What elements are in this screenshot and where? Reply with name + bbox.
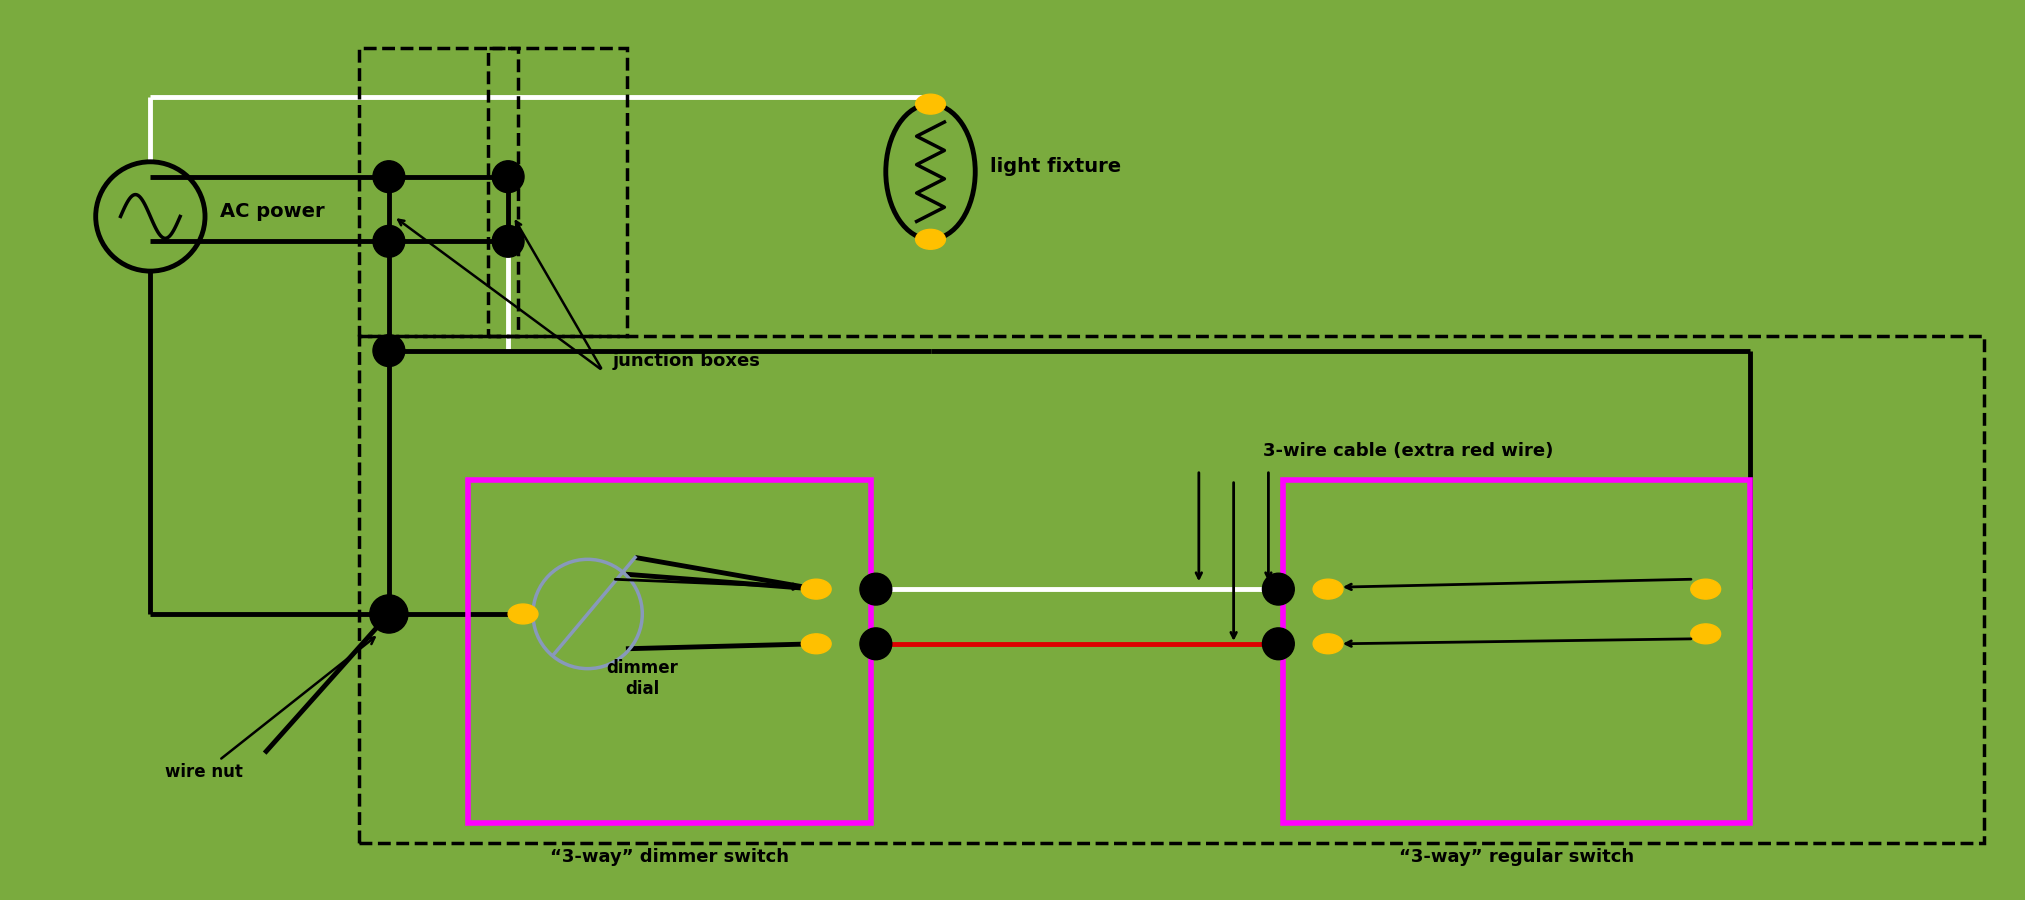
Text: junction boxes: junction boxes	[612, 353, 759, 371]
Bar	[358, 336, 1984, 842]
Ellipse shape	[1691, 580, 1721, 599]
Ellipse shape	[915, 94, 946, 114]
Text: dimmer
dial: dimmer dial	[605, 659, 678, 698]
Bar	[488, 48, 628, 336]
Circle shape	[861, 628, 891, 660]
Ellipse shape	[1312, 580, 1343, 599]
Bar	[468, 480, 871, 823]
Bar	[358, 48, 518, 336]
Ellipse shape	[915, 230, 946, 249]
Text: “3-way” dimmer switch: “3-way” dimmer switch	[551, 848, 790, 866]
Ellipse shape	[1691, 624, 1721, 644]
Circle shape	[492, 161, 524, 193]
Circle shape	[373, 335, 405, 366]
Circle shape	[373, 225, 405, 257]
Circle shape	[373, 161, 405, 193]
Ellipse shape	[802, 580, 830, 599]
Text: “3-way” regular switch: “3-way” regular switch	[1399, 848, 1634, 866]
Text: 3-wire cable (extra red wire): 3-wire cable (extra red wire)	[1264, 442, 1553, 460]
Circle shape	[371, 595, 407, 633]
Ellipse shape	[508, 604, 539, 624]
Circle shape	[1262, 573, 1294, 605]
Text: AC power: AC power	[221, 202, 324, 221]
Circle shape	[492, 225, 524, 257]
Text: light fixture: light fixture	[990, 158, 1122, 176]
Ellipse shape	[1312, 634, 1343, 653]
Circle shape	[861, 573, 891, 605]
Text: wire nut: wire nut	[166, 637, 375, 781]
Ellipse shape	[802, 634, 830, 653]
Circle shape	[1262, 628, 1294, 660]
Bar	[1284, 480, 1750, 823]
